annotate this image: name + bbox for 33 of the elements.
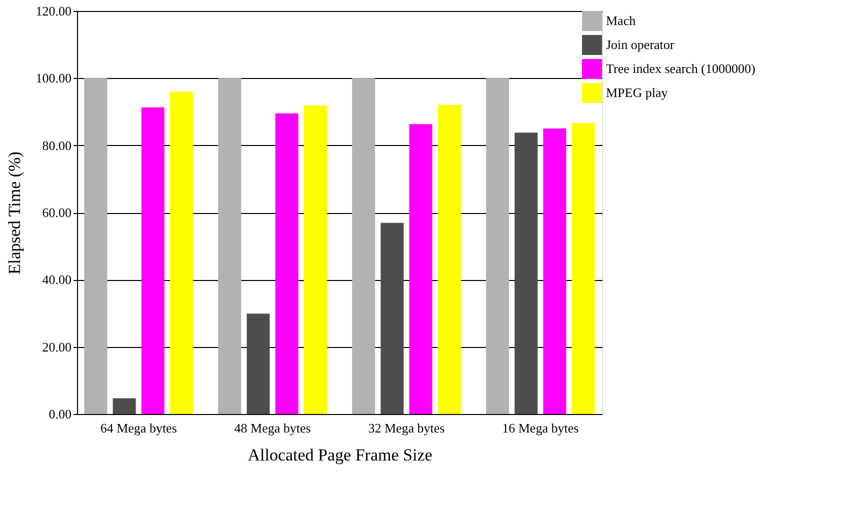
bar [352,78,376,414]
bar [543,128,566,414]
y-tick-label: 100.00 [36,70,72,86]
x-tick-label: 48 Mega bytes [234,420,311,436]
x-tick-label: 16 Mega bytes [502,420,579,436]
bar [112,398,136,414]
legend-label: Tree index search (1000000) [606,61,756,76]
y-tick-label: 60.00 [42,205,72,220]
bar [275,113,298,414]
y-tick-label: 80.00 [42,138,72,153]
bar [572,122,595,414]
bar [514,132,538,414]
bar [380,222,404,414]
y-tick-label: 0.00 [48,406,72,422]
bar [141,107,164,414]
legend-label: Join operator [606,37,675,52]
bar [218,78,242,414]
bar [84,78,108,414]
bar [246,314,270,414]
y-axis-title: Elapsed Time (%) [4,152,24,274]
bar [170,92,193,414]
legend-label: Mach [606,13,636,28]
y-tick-label: 120.00 [36,4,72,18]
y-tick-label: 20.00 [42,339,72,354]
legend-label: MPEG play [606,85,668,100]
bar [438,104,461,414]
x-tick-label: 64 Mega bytes [100,420,177,436]
bar [409,124,432,414]
bar [486,78,510,414]
x-tick-label: 32 Mega bytes [368,420,445,436]
y-tick-label: 40.00 [42,272,72,288]
x-axis-title: Allocated Page Frame Size [248,446,432,464]
bar [304,105,327,414]
